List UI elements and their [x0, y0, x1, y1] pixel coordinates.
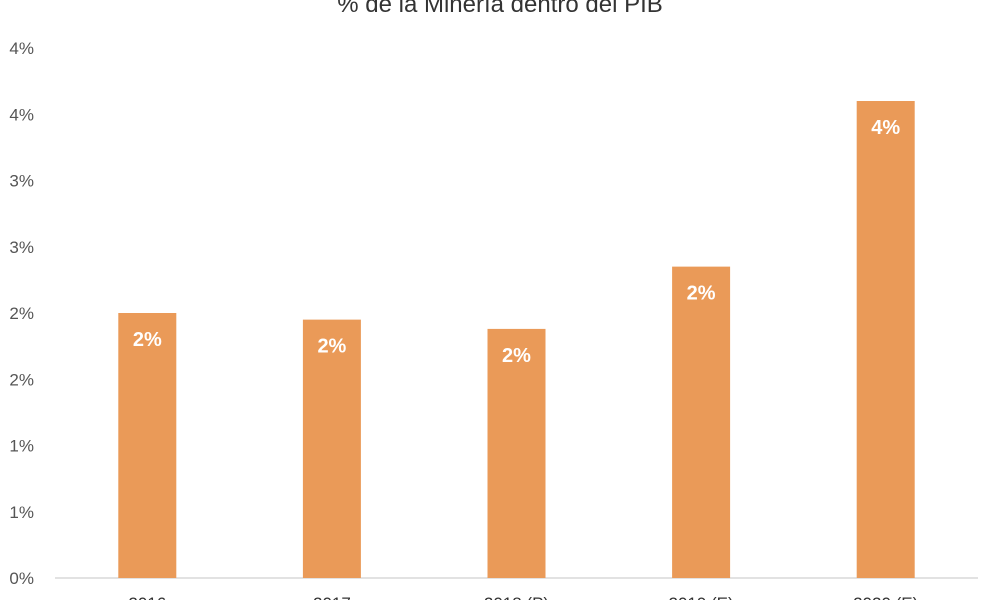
y-tick-label: 1% [9, 503, 34, 522]
y-tick-label: 4% [9, 105, 34, 124]
x-tick-label: 2017 [313, 594, 351, 600]
x-tick-label: 2019 (E) [668, 594, 733, 600]
bar [856, 101, 915, 578]
bar [302, 319, 361, 578]
bar-data-label: 2% [502, 345, 531, 367]
chart-title: % de la Minería dentro del PIB [337, 0, 663, 18]
x-tick-label: 2018 (P) [484, 594, 549, 600]
bar [118, 313, 177, 578]
y-tick-label: 4% [9, 39, 34, 58]
x-tick-label: 2016 [128, 594, 166, 600]
data-labels: 2% 2% 2% 2% 4% [133, 117, 901, 367]
x-tick-label: 2020 (E) [853, 594, 918, 600]
y-axis-tick-labels: 0% 1% 1% 2% 2% 3% 3% 4% 4% [9, 39, 34, 588]
y-tick-label: 0% [9, 569, 34, 588]
bar-data-label: 4% [871, 117, 900, 139]
bar-data-label: 2% [687, 283, 716, 305]
bars [118, 101, 915, 578]
y-tick-label: 1% [9, 437, 34, 456]
bar-data-label: 2% [317, 336, 346, 358]
bar-data-label: 2% [133, 329, 162, 351]
y-tick-label: 3% [9, 172, 34, 191]
y-tick-label: 2% [9, 304, 34, 323]
x-axis-tick-labels: 2016 2017 2018 (P) 2019 (E) 2020 (E) [128, 594, 918, 600]
y-tick-label: 3% [9, 238, 34, 257]
bar [487, 328, 546, 578]
y-tick-label: 2% [9, 370, 34, 389]
bar [672, 266, 731, 578]
